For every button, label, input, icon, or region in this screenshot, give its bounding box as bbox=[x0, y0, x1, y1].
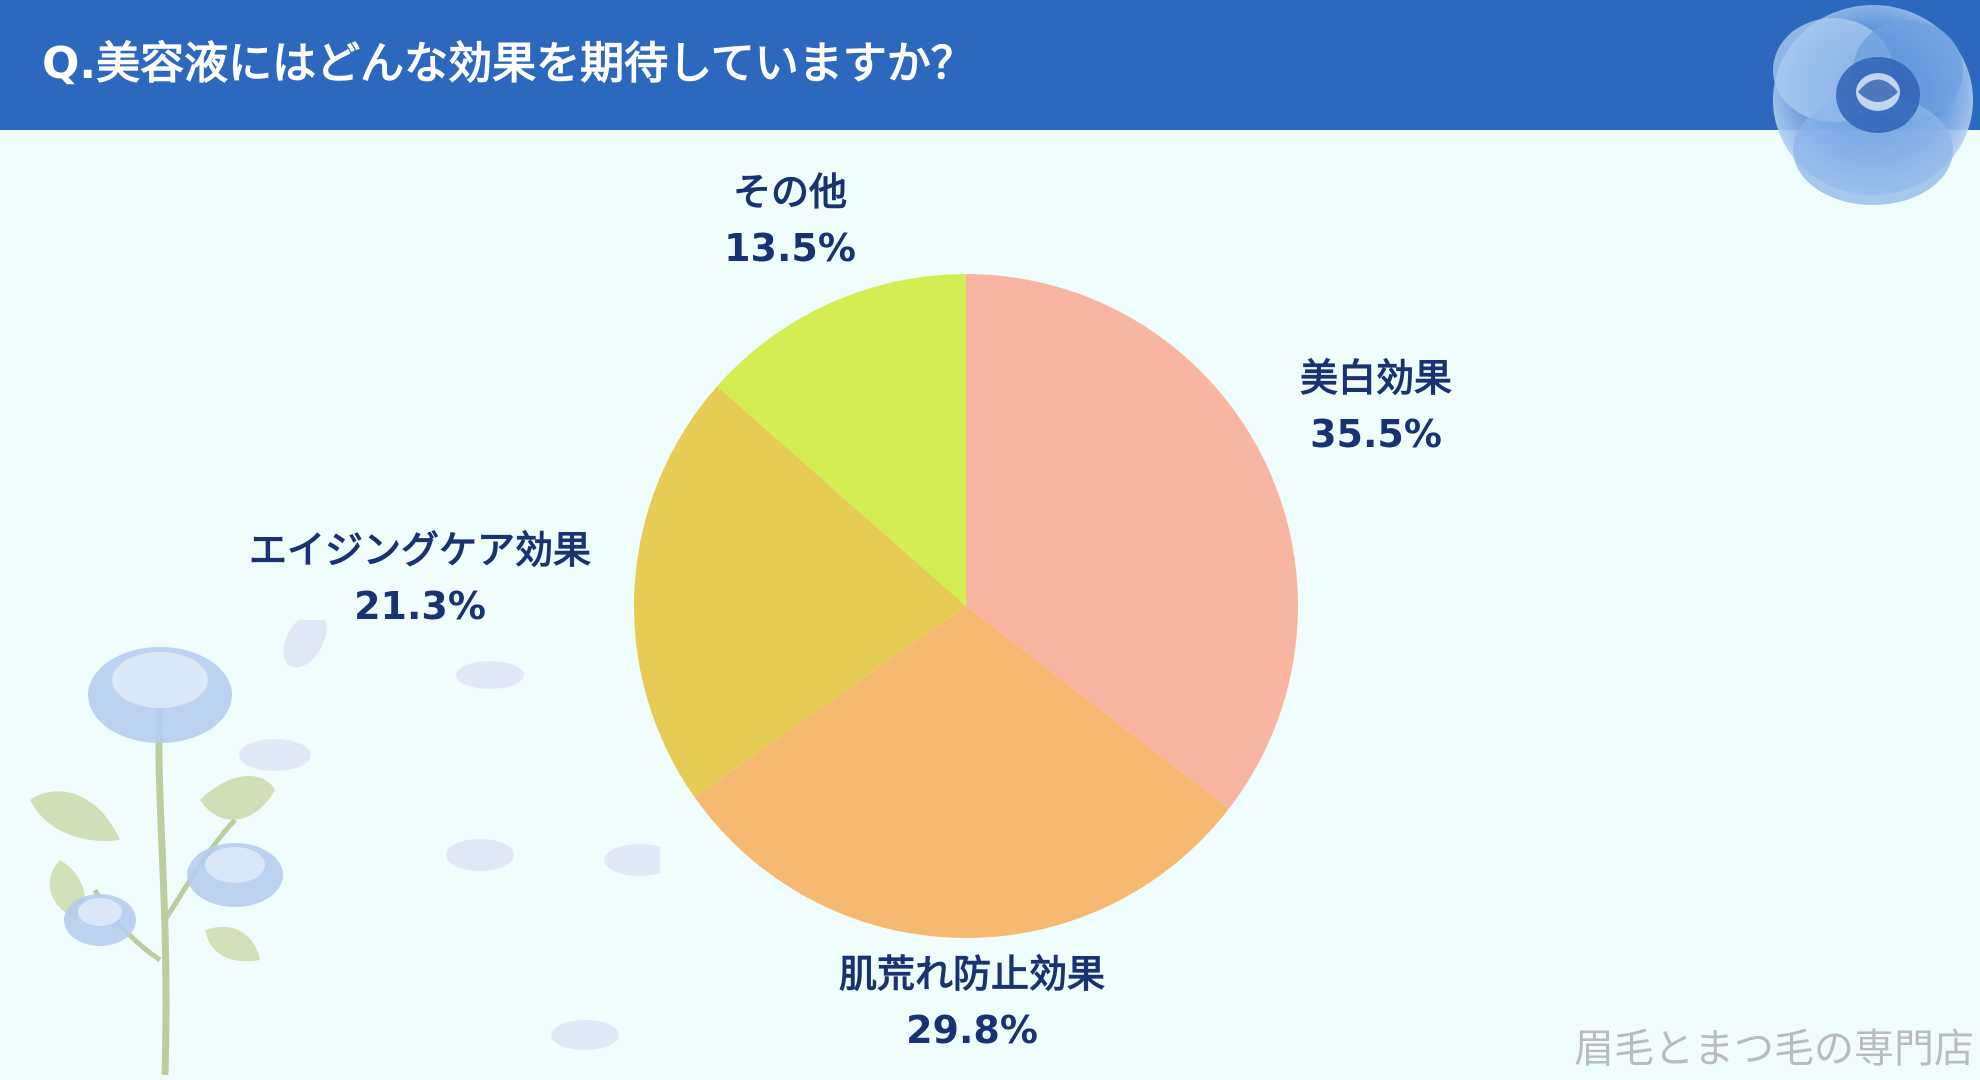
slice-category-label: その他 bbox=[732, 170, 847, 214]
slice-label-biwhite: 美白効果 35.5% bbox=[1226, 350, 1526, 462]
slice-category-label: 美白効果 bbox=[1299, 356, 1452, 400]
slice-category-label: 肌荒れ防止効果 bbox=[838, 952, 1105, 996]
slice-category-label: エイジングケア効果 bbox=[248, 528, 591, 572]
blue-rose-icon bbox=[1773, 5, 1973, 205]
slice-percent-label: 35.5% bbox=[1310, 412, 1442, 456]
slice-percent-label: 29.8% bbox=[906, 1008, 1038, 1052]
pie-slice-4 bbox=[717, 274, 966, 606]
pie-slice-2 bbox=[694, 606, 1229, 938]
slice-label-other: その他 13.5% bbox=[640, 164, 940, 276]
slice-label-skin-rough: 肌荒れ防止効果 29.8% bbox=[752, 946, 1192, 1058]
blue-rose-branch-icon bbox=[30, 620, 660, 1076]
pie-slice-1 bbox=[966, 274, 1298, 809]
watermark-text: 眉毛とまつ毛の専門店 bbox=[1574, 1026, 1974, 1072]
header-bar: Q.美容液にはどんな効果を期待していますか？ bbox=[0, 0, 1980, 130]
slice-label-aging-care: エイジングケア効果 21.3% bbox=[190, 522, 650, 634]
slice-percent-label: 21.3% bbox=[354, 584, 486, 628]
pie-slice-3 bbox=[634, 386, 966, 798]
slice-percent-label: 13.5% bbox=[724, 226, 856, 270]
page-title: Q.美容液にはどんな効果を期待していますか？ bbox=[42, 38, 975, 89]
